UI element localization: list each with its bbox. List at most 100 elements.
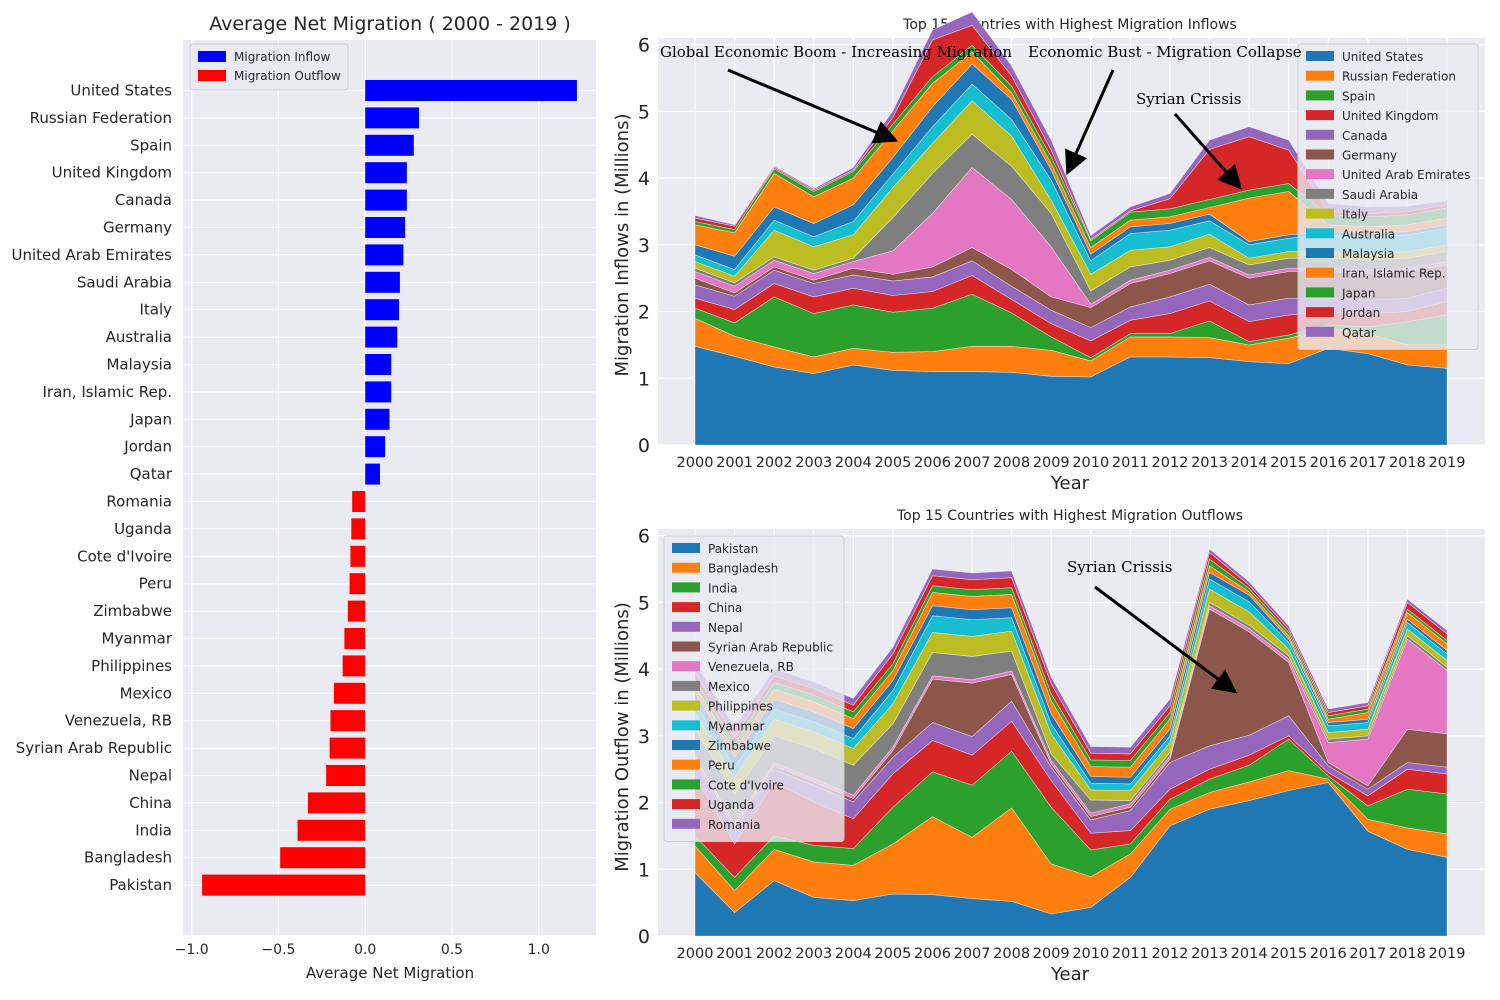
- net-chart-title: Average Net Migration ( 2000 - 2019 ): [209, 13, 571, 35]
- net-x-tick: 1.0: [528, 942, 550, 958]
- arrow-boom: [727, 68, 899, 144]
- outflow-legend-label: Cote d'Ivoire: [708, 778, 784, 792]
- outflow-legend-swatch: [672, 602, 700, 613]
- outflow-legend-swatch: [672, 582, 700, 593]
- outflow-legend-label: Venezuela, RB: [708, 660, 794, 674]
- net-country-label: United Arab Emirates: [11, 246, 172, 264]
- outflow-legend-label: Bangladesh: [708, 562, 778, 576]
- outflow-x-tick: 2016: [1310, 946, 1347, 962]
- outflow-legend-swatch: [672, 759, 700, 770]
- outflow-legend-label: Zimbabwe: [708, 739, 771, 753]
- arrow-bust: [1065, 69, 1115, 176]
- inflow-x-tick: 2018: [1389, 455, 1426, 471]
- inflow-legend-swatch: [1306, 228, 1334, 239]
- arrow-syria-out: [1094, 585, 1238, 694]
- net-country-label: India: [135, 821, 172, 839]
- net-bar-australia: [365, 326, 398, 348]
- inflow-legend-label: United States: [1342, 50, 1423, 64]
- inflow-y-tick: 1: [638, 368, 650, 390]
- outflow-legend-label: Mexico: [708, 680, 750, 694]
- net-country-label: Syrian Arab Republic: [16, 739, 172, 757]
- net-bar-united-states: [365, 80, 577, 101]
- net-country-label: Myanmar: [102, 630, 173, 648]
- outflow-legend-label: Pakistan: [708, 542, 758, 556]
- inflow-x-tick: 2013: [1191, 455, 1228, 471]
- outflow-legend-swatch: [672, 680, 700, 691]
- inflow-x-tick: 2016: [1310, 455, 1347, 471]
- outflow-x-tick: 2003: [795, 946, 832, 962]
- net-bar-mexico: [333, 682, 366, 704]
- net-legend-box: [189, 43, 349, 91]
- net-country-label: Germany: [103, 219, 172, 237]
- outflow-legend-label: Syrian Arab Republic: [708, 641, 833, 655]
- inflow-x-tick-labels: 2000 2001 2002 2003 2004 2005 2006 2007 2008 2009…: [677, 455, 1466, 471]
- outflow-annotations: Syrian Crissis: [1067, 558, 1238, 694]
- inflow-legend-swatch: [1306, 307, 1334, 318]
- inflow-x-tick: 2001: [716, 455, 753, 471]
- inflow-y-tick: 6: [638, 35, 650, 57]
- net-country-label: Pakistan: [109, 876, 172, 894]
- outflow-legend-swatch: [672, 543, 700, 553]
- outflow-x-tick: 2001: [716, 946, 753, 962]
- outflow-legend[interactable]: Pakistan Bangladesh India China Nepal Syrian …: [663, 535, 845, 842]
- outflow-x-tick: 2000: [677, 946, 714, 962]
- net-plot-area: [183, 40, 596, 935]
- outflow-x-tick: 2007: [954, 946, 991, 962]
- outflow-y-tick: 3: [638, 726, 650, 748]
- outflow-legend-swatch: [672, 740, 700, 750]
- net-bar-philippines: [342, 655, 366, 677]
- outflow-x-tick: 2010: [1072, 946, 1109, 962]
- inflow-legend-label: Saudi Arabia: [1342, 188, 1418, 202]
- net-country-label: Peru: [139, 575, 172, 593]
- net-country-label: Saudi Arabia: [77, 273, 172, 291]
- inflow-x-tick: 2005: [874, 455, 911, 471]
- inflow-legend-box: [1297, 43, 1479, 350]
- outflow-legend-label: China: [708, 601, 742, 615]
- net-x-tick: −1.0: [175, 942, 209, 958]
- net-bar-bangladesh: [280, 847, 366, 869]
- net-bar-cote-d-ivoire: [350, 545, 366, 567]
- inflow-legend-label: Malaysia: [1342, 247, 1394, 261]
- outflow-area-chart: Top 15 Countries with Highest Migration …: [612, 508, 1485, 985]
- outflow-x-tick: 2012: [1151, 946, 1188, 962]
- inflow-legend-label: Jordan: [1341, 306, 1380, 320]
- outflow-legend-swatch: [672, 700, 700, 711]
- net-bar-nepal: [326, 765, 366, 786]
- net-bar-spain: [365, 134, 414, 156]
- net-bar-venezuela-rb: [330, 710, 366, 732]
- outflow-y-tick: 6: [638, 526, 650, 548]
- inflow-legend-swatch: [1306, 169, 1334, 180]
- net-bar-iran-islamic-rep: [365, 381, 392, 403]
- inflow-x-tick: 2002: [756, 455, 793, 471]
- inflow-legend-swatch: [1306, 90, 1334, 101]
- inflow-y-axis-label: Migration Inflows in (Millions): [612, 114, 633, 377]
- outflow-y-tick: 2: [638, 793, 650, 815]
- outflow-x-tick-labels: 2000 2001 2002 2003 2004 2005 2006 2007 2008 2009…: [677, 946, 1466, 962]
- net-x-tick: −0.5: [261, 942, 295, 958]
- inflow-legend[interactable]: United States Russian Federation Spain Unit…: [1297, 43, 1479, 350]
- outflow-x-tick: 2004: [835, 946, 872, 962]
- net-country-label: United Kingdom: [52, 164, 172, 182]
- net-bar-canada: [365, 189, 407, 211]
- inflow-y-tick: 4: [638, 168, 650, 190]
- inflow-legend-swatch: [1306, 149, 1334, 160]
- net-country-labels: United States Russian Federation Spain Unit…: [11, 82, 172, 895]
- inflow-legend-label: Iran, Islamic Rep.: [1342, 267, 1446, 281]
- outflow-x-axis-label: Year: [1050, 964, 1090, 985]
- inflow-x-tick: 2007: [954, 455, 991, 471]
- outflow-legend-label: Nepal: [708, 621, 743, 635]
- inflow-x-tick: 2008: [993, 455, 1030, 471]
- outflow-y-tick: 1: [638, 859, 650, 881]
- outflow-y-tick: 0: [638, 926, 650, 948]
- inflow-x-tick: 2006: [914, 455, 951, 471]
- outflow-x-tick: 2011: [1112, 946, 1149, 962]
- net-legend[interactable]: Migration Inflow Migration Outflow: [189, 43, 349, 91]
- net-bar-germany: [365, 217, 406, 238]
- outflow-x-tick: 2006: [914, 946, 951, 962]
- net-country-label: Venezuela, RB: [65, 712, 172, 730]
- net-country-label: Japan: [129, 410, 172, 428]
- outflow-legend-label: Uganda: [708, 798, 754, 812]
- net-country-label: Australia: [106, 328, 172, 346]
- net-bar-japan: [365, 408, 390, 430]
